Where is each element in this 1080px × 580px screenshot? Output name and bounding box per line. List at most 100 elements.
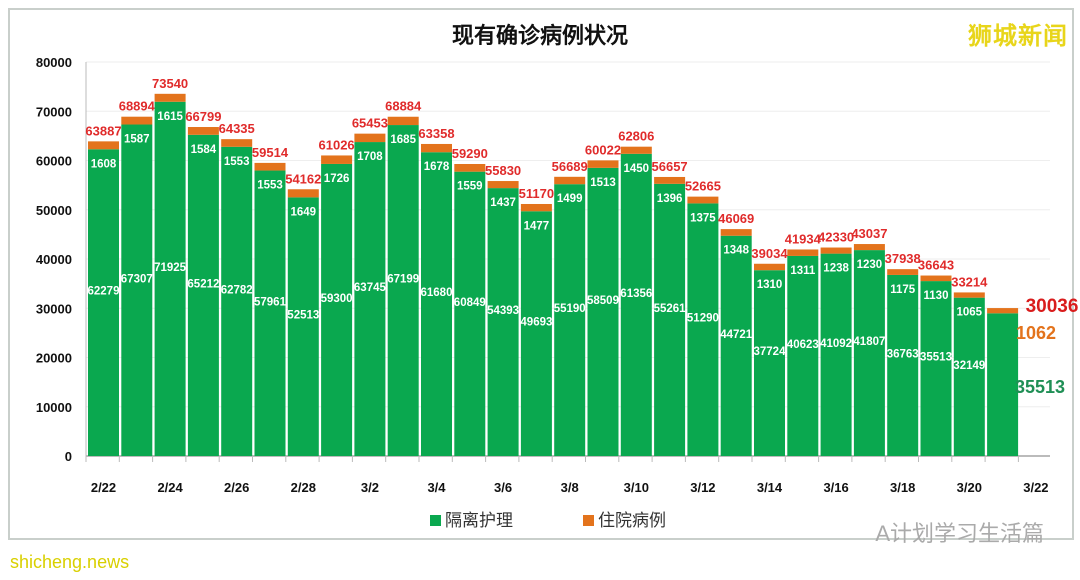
legend-isolation: 隔离护理	[430, 506, 513, 531]
bar-hospital	[887, 269, 919, 275]
hospital-label: 1175	[890, 284, 916, 296]
bar-isolation	[554, 184, 586, 456]
isolation-label: 62279	[88, 286, 120, 298]
bar-hospital	[121, 116, 153, 125]
isolation-label: 49693	[520, 317, 552, 329]
bar-isolation	[754, 270, 785, 456]
hospital-label: 1238	[823, 263, 849, 275]
total-label: 65453	[352, 116, 388, 131]
y-tick-label: 80000	[36, 55, 72, 70]
hospital-label: 1513	[590, 177, 616, 189]
isolation-label: 41092	[820, 338, 852, 350]
total-label: 39034	[751, 246, 788, 261]
hospital-label: 1649	[291, 206, 317, 218]
total-label: 56657	[652, 159, 688, 174]
hospital-label: 1477	[524, 220, 550, 232]
isolation-label: 67307	[121, 273, 153, 285]
bar-isolation	[387, 125, 419, 456]
bar-isolation	[421, 152, 452, 456]
total-label: 73540	[152, 76, 188, 91]
legend-label: 住院病例	[598, 511, 666, 530]
hospital-label: 1130	[924, 290, 949, 302]
bar-isolation	[820, 253, 852, 456]
bar-hospital	[187, 127, 219, 135]
x-tick-label: 2/28	[291, 480, 316, 495]
y-tick-label: 30000	[36, 301, 72, 316]
bar-isolation	[987, 313, 1019, 456]
bar-hospital	[720, 229, 752, 236]
hospital-label: 1608	[91, 158, 117, 170]
bar-isolation	[787, 255, 819, 456]
bar-isolation	[953, 297, 985, 456]
isolation-label: 51290	[687, 313, 719, 325]
bar-isolation	[687, 203, 719, 456]
isolation-label: 60849	[454, 297, 486, 309]
bar-isolation	[354, 142, 386, 456]
isolation-label: 61680	[421, 287, 453, 299]
bar-hospital	[520, 203, 552, 212]
x-tick-label: 2/22	[91, 480, 116, 495]
isolation-label: 54393	[487, 305, 519, 317]
hospital-label: 1062	[1016, 323, 1056, 343]
hospital-label: 1065	[957, 307, 983, 319]
bar-hospital	[754, 263, 785, 271]
total-label: 42330	[818, 230, 854, 245]
total-label: 62806	[618, 129, 654, 144]
bar-hospital	[587, 160, 619, 168]
hospital-label: 1726	[324, 173, 350, 185]
y-tick-label: 50000	[36, 203, 72, 218]
hospital-label: 1450	[624, 163, 650, 175]
isolation-label: 52513	[287, 310, 319, 322]
isolation-label: 63745	[354, 282, 387, 294]
x-tick-label: 3/20	[957, 480, 982, 495]
total-label: 33214	[951, 274, 988, 289]
brand-logo: 狮城新闻	[968, 23, 1068, 50]
total-label: 56689	[552, 159, 588, 174]
isolation-label: 55261	[654, 303, 687, 315]
isolation-label: 62782	[221, 284, 253, 296]
bar-isolation	[487, 188, 519, 456]
y-tick-label: 40000	[36, 252, 72, 267]
isolation-label: 41807	[853, 336, 885, 348]
total-label: 54162	[285, 171, 321, 186]
bar-hospital	[687, 196, 719, 204]
hospital-label: 1396	[657, 193, 683, 205]
bar-hospital	[354, 133, 386, 143]
y-tick-label: 70000	[36, 104, 72, 119]
x-tick-label: 3/12	[690, 480, 715, 495]
legend: 隔离护理 住院病例	[430, 506, 666, 531]
x-tick-label: 3/22	[1023, 480, 1048, 495]
isolation-label: 55190	[554, 303, 586, 315]
hospital-label: 1437	[490, 197, 516, 209]
bar-hospital	[254, 162, 286, 171]
bar-hospital	[620, 146, 652, 154]
source-watermark: shicheng.news	[10, 552, 130, 572]
total-label: 68884	[385, 99, 422, 114]
isolation-label: 61356	[620, 288, 652, 300]
bar-hospital	[421, 143, 452, 153]
chart-title: 现有确诊病例状况	[451, 23, 628, 48]
legend-swatch	[583, 515, 594, 526]
x-tick-label: 3/18	[890, 480, 915, 495]
bar-hospital	[987, 308, 1019, 314]
bar-hospital	[920, 275, 952, 282]
bar-hospital	[953, 292, 985, 298]
watermark: A计划学习生活篇	[875, 521, 1044, 546]
hospital-label: 1230	[857, 259, 883, 271]
x-tick-label: 3/4	[427, 480, 446, 495]
y-tick-label: 20000	[36, 351, 72, 366]
bar-hospital	[321, 155, 353, 164]
hospital-label: 1499	[557, 193, 583, 205]
bar-isolation	[221, 146, 253, 456]
isolation-label: 57961	[254, 296, 287, 308]
total-label: 66799	[185, 109, 221, 124]
hospital-label: 1685	[390, 134, 416, 146]
total-label: 68894	[119, 99, 156, 114]
legend-label: 隔离护理	[445, 511, 513, 530]
bar-isolation	[154, 101, 186, 456]
x-tick-label: 3/2	[361, 480, 379, 495]
bar-isolation	[88, 149, 119, 456]
total-label: 64335	[219, 121, 255, 136]
bar-hospital	[820, 247, 852, 254]
